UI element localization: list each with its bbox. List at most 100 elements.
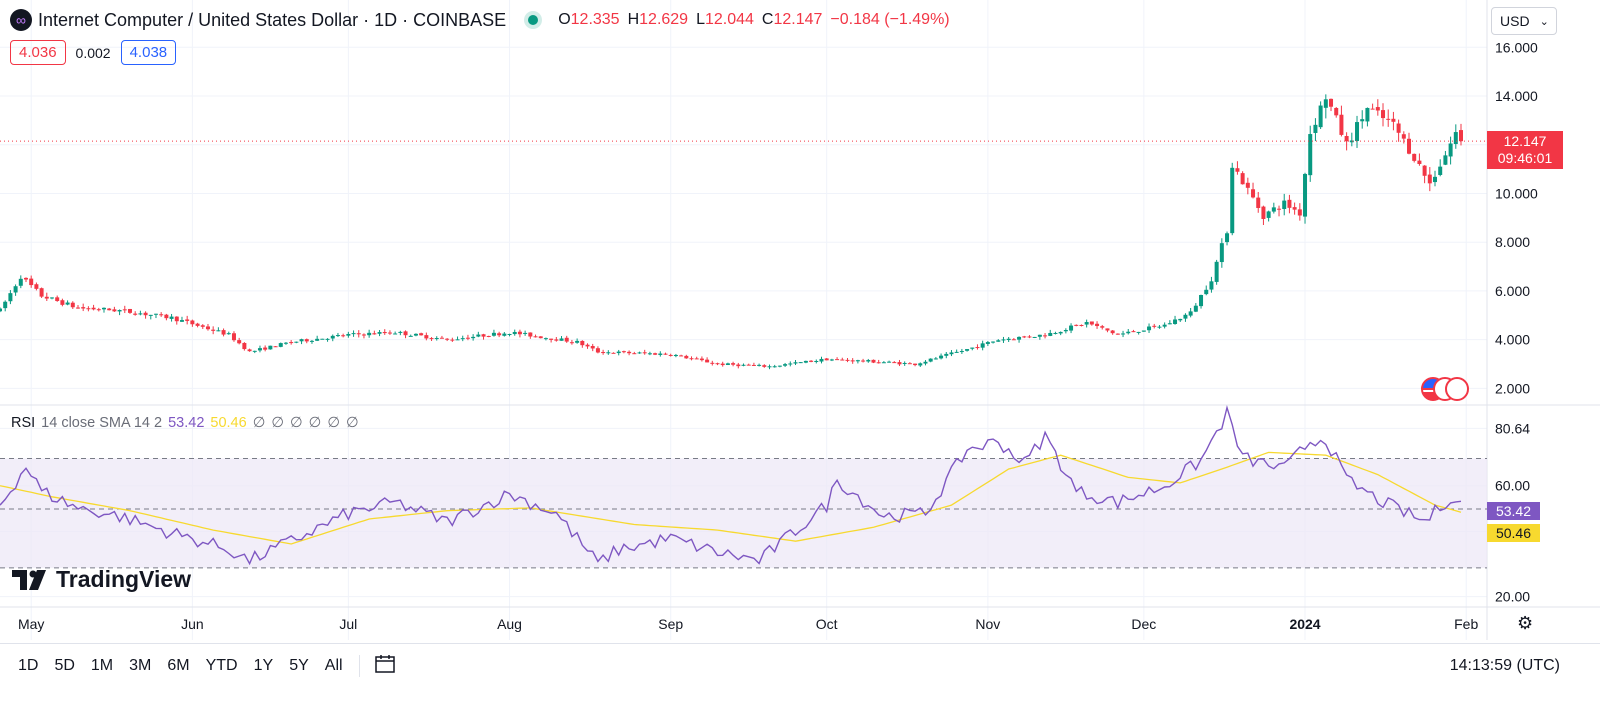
- candle-body: [153, 313, 158, 315]
- candle-body: [283, 342, 288, 344]
- candle-body: [1375, 107, 1380, 111]
- candle-body: [497, 333, 502, 336]
- go-to-date-icon[interactable]: [368, 652, 402, 681]
- candle-body: [1214, 261, 1219, 282]
- candle-body: [814, 360, 819, 362]
- candle-body: [725, 363, 730, 365]
- candle-body: [185, 319, 190, 321]
- candle-body: [1256, 197, 1261, 208]
- range-button-6m[interactable]: 6M: [167, 657, 190, 674]
- candle-body: [179, 320, 184, 322]
- range-button-1d[interactable]: 1D: [18, 657, 39, 674]
- candle-body: [569, 342, 574, 344]
- candle-body: [419, 333, 424, 336]
- range-button-all[interactable]: All: [324, 657, 343, 674]
- candle-body: [720, 363, 725, 366]
- candle-body: [112, 309, 117, 312]
- candle-body: [897, 362, 902, 365]
- rsi-params: 14 close SMA 14 2: [41, 415, 163, 431]
- candle-body: [325, 338, 330, 340]
- candle-body: [803, 360, 808, 363]
- range-button-5y[interactable]: 5Y: [289, 657, 309, 674]
- candle-body: [367, 332, 372, 336]
- candle-body: [793, 362, 798, 364]
- currency-label: USD: [1500, 13, 1530, 29]
- candle-body: [850, 360, 855, 362]
- candle-body: [679, 355, 684, 357]
- candle-body: [1297, 209, 1302, 216]
- candle-body: [216, 330, 221, 332]
- candle-body: [491, 332, 496, 336]
- candle-body: [127, 308, 132, 313]
- candle-body: [1037, 334, 1042, 337]
- rsi-name[interactable]: RSI: [11, 415, 36, 431]
- candle-body: [60, 300, 65, 305]
- symbol-title[interactable]: Internet Computer / United States Dollar…: [38, 9, 507, 30]
- tradingview-logo[interactable]: TradingView: [12, 566, 191, 593]
- candle-body: [824, 358, 829, 361]
- rsi-tick-label: 20.00: [1495, 589, 1530, 605]
- candle-body: [699, 358, 704, 361]
- candle-body: [621, 351, 626, 353]
- candle-body: [39, 288, 44, 297]
- buy-button[interactable]: 4.038: [120, 40, 177, 65]
- candle-body: [195, 323, 200, 326]
- candle-body: [3, 301, 8, 309]
- range-button-1y[interactable]: 1Y: [253, 657, 274, 674]
- candle-body: [1334, 107, 1339, 116]
- candle-body: [663, 353, 668, 355]
- range-button-ytd[interactable]: YTD: [205, 657, 238, 674]
- low-label: L: [696, 11, 705, 28]
- candle-body: [1183, 314, 1188, 319]
- candle-body: [601, 352, 606, 354]
- sell-button[interactable]: 4.036: [10, 40, 66, 65]
- grid-lines: [0, 0, 1487, 640]
- candle-body: [1017, 336, 1022, 340]
- candle-body: [1308, 134, 1313, 176]
- candle-body: [445, 338, 450, 340]
- candle-body: [871, 359, 876, 363]
- close-label: C: [761, 11, 774, 28]
- range-button-3m[interactable]: 3M: [129, 657, 152, 674]
- candle-body: [1095, 323, 1100, 327]
- candle-body: [1022, 336, 1027, 338]
- bottom-toolbar: 1D 5D 1M 3M 6M YTD 1Y 5Y All 14:13:59 (U…: [0, 643, 1600, 688]
- candle-body: [1219, 243, 1224, 263]
- range-button-5d[interactable]: 5D: [54, 657, 75, 674]
- range-button-1m[interactable]: 1M: [90, 657, 114, 674]
- axis-settings-icon[interactable]: ⚙: [1517, 613, 1534, 633]
- time-tick-label: Sep: [658, 616, 683, 632]
- candle-body: [913, 363, 918, 366]
- currency-select[interactable]: USD ⌄: [1491, 7, 1557, 35]
- candle-body: [1261, 206, 1266, 219]
- candle-body: [273, 346, 278, 348]
- candle-body: [1063, 330, 1068, 332]
- utc-clock[interactable]: 14:13:59 (UTC): [1449, 657, 1560, 674]
- candle-body: [91, 307, 96, 310]
- candle-body: [309, 340, 314, 342]
- candle-body: [1157, 326, 1162, 328]
- candle-body: [1230, 167, 1235, 234]
- candle-body: [788, 363, 793, 365]
- candle-body: [907, 363, 912, 365]
- economic-events-icon[interactable]: [1421, 377, 1469, 401]
- candle-body: [34, 284, 39, 289]
- candle-body: [819, 358, 824, 362]
- rsi-tick-label: 80.64: [1495, 420, 1530, 436]
- last-price-badge: 12.147 09:46:01: [1487, 131, 1563, 169]
- candle-body: [289, 342, 294, 344]
- candle-body: [299, 339, 304, 342]
- time-tick-label: Dec: [1131, 616, 1156, 632]
- candle-body: [1032, 336, 1037, 338]
- candle-body: [1282, 200, 1287, 210]
- candle-body: [159, 314, 164, 316]
- candle-body: [892, 362, 897, 364]
- candle-body: [1370, 108, 1375, 110]
- candle-body: [200, 325, 205, 327]
- candle-body: [257, 348, 262, 351]
- candle-body: [211, 329, 216, 331]
- candle-body: [13, 286, 18, 293]
- time-tick-label: Aug: [497, 616, 522, 632]
- candle-body: [980, 343, 985, 348]
